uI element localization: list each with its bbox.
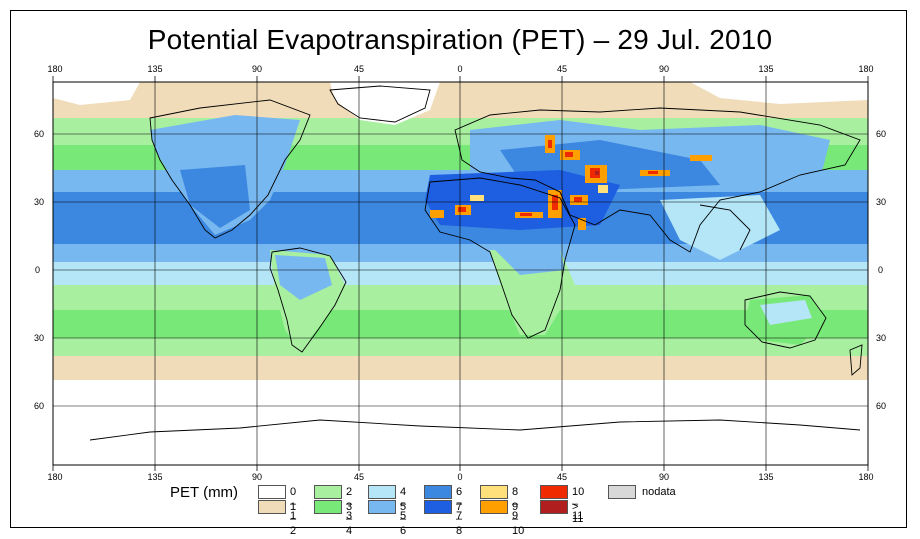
legend-swatch — [540, 485, 568, 499]
legend-label: 0 – 1 — [290, 486, 297, 522]
pet-color-field — [53, 82, 868, 465]
bottom-axis-label: 45 — [557, 472, 567, 482]
top-axis-label: 0 — [457, 64, 462, 74]
top-axis: 180 135 90 45 0 45 90 135 180 — [47, 64, 873, 74]
right-axis-label: 60 — [876, 401, 886, 411]
right-axis: 60 30 0 30 60 — [876, 129, 886, 411]
legend-swatch — [314, 500, 342, 514]
legend-swatch — [368, 485, 396, 499]
legend-label: 5 – 6 — [400, 501, 407, 537]
bottom-axis-label: 90 — [659, 472, 669, 482]
top-axis-label: 180 — [47, 64, 62, 74]
map-border — [52, 81, 869, 466]
top-axis-label: 45 — [354, 64, 364, 74]
legend-swatch — [424, 485, 452, 499]
legend-swatch — [258, 500, 286, 514]
bottom-axis: 180 135 90 45 0 45 90 135 180 — [47, 472, 873, 482]
legend-label: nodata — [642, 486, 676, 498]
bottom-axis-label: 135 — [758, 472, 773, 482]
legend-swatch — [608, 485, 636, 499]
top-axis-label: 135 — [758, 64, 773, 74]
legend-label: 1 – 2 — [290, 501, 297, 537]
axis-ticks — [52, 76, 869, 471]
left-axis-label: 30 — [34, 333, 44, 343]
bottom-axis-label: 180 — [858, 472, 873, 482]
right-axis-label: 60 — [876, 129, 886, 139]
bottom-axis-label: 180 — [47, 472, 62, 482]
legend-label: 2 – 3 — [346, 486, 353, 522]
legend-label: 10 – 11 — [572, 486, 585, 522]
right-axis-label: 30 — [876, 333, 886, 343]
top-axis-label: 180 — [858, 64, 873, 74]
legend-label: 4 – 5 — [400, 486, 407, 522]
bottom-axis-label: 90 — [252, 472, 262, 482]
coastlines — [89, 85, 863, 441]
graticule — [53, 82, 868, 465]
map-title: Potential Evapotranspiration (PET) – 29 … — [147, 24, 773, 55]
legend-swatch — [314, 485, 342, 499]
legend-swatch — [424, 500, 452, 514]
top-axis-label: 135 — [147, 64, 162, 74]
left-axis-label: 0 — [35, 265, 40, 275]
legend-swatch — [480, 485, 508, 499]
legend-swatch — [540, 500, 568, 514]
legend-swatch — [368, 500, 396, 514]
legend-label: > 11 — [572, 501, 584, 525]
figure-frame — [10, 10, 907, 528]
bottom-axis-label: 0 — [457, 472, 462, 482]
left-axis: 60 30 0 30 60 — [34, 129, 44, 411]
legend-swatch — [258, 485, 286, 499]
bottom-axis-label: 135 — [147, 472, 162, 482]
legend-label: 8 – 9 — [512, 486, 519, 522]
right-axis-label: 0 — [878, 265, 883, 275]
bottom-axis-label: 45 — [354, 472, 364, 482]
legend-label: 6 – 7 — [456, 486, 463, 522]
right-axis-label: 30 — [876, 197, 886, 207]
legend-label: 7 – 8 — [456, 501, 463, 537]
top-axis-label: 45 — [557, 64, 567, 74]
top-axis-label: 90 — [252, 64, 262, 74]
left-axis-label: 60 — [34, 129, 44, 139]
top-axis-label: 90 — [659, 64, 669, 74]
left-axis-label: 30 — [34, 197, 44, 207]
legend-label: 3 – 4 — [346, 501, 353, 537]
left-axis-label: 60 — [34, 401, 44, 411]
legend-label: 9 – 10 — [512, 501, 525, 537]
legend-swatch — [480, 500, 508, 514]
legend-title: PET (mm) — [170, 484, 239, 501]
